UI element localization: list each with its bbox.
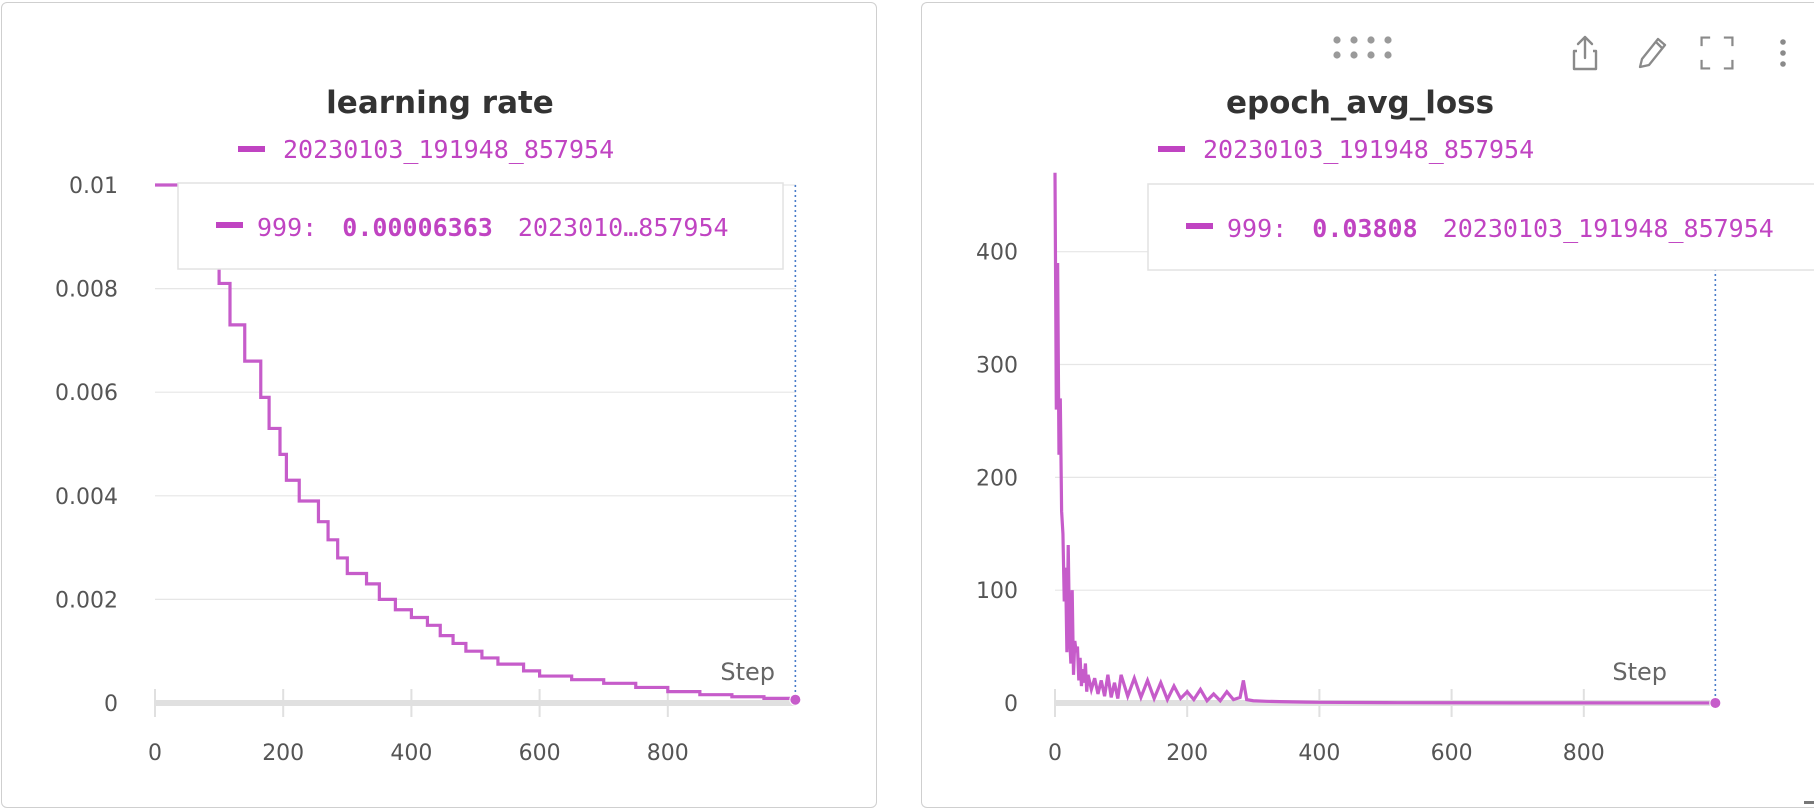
fullscreen-icon[interactable] [1699,33,1735,73]
x-tick-label: 200 [1166,741,1208,766]
tooltip-step: 999: [257,213,317,242]
drag-handle-icon[interactable] [1332,35,1394,66]
y-tick-label: 0.002 [55,588,118,613]
x-axis-step-label: Step [720,658,775,686]
tooltip-swatch [216,222,243,228]
y-tick-label: 0.006 [55,381,118,406]
chart-panel-epoch-avg-loss: epoch_avg_loss 20230103_191948_857954 0 1… [921,2,1814,808]
svg-text:999: 0.03808 2: 999: 0.03808 20230103_191948_857954 [1227,214,1774,243]
resize-corner-icon[interactable] [1804,790,1814,804]
legend-swatch [1158,146,1185,152]
y-tick-label: 0.01 [69,174,118,199]
y-tick-label: 100 [976,579,1018,604]
y-tick-label: 0 [1004,692,1018,717]
plot-area[interactable]: 0 100 200 300 400 0 200 400 600 800 [976,172,1722,766]
y-tick-label: 0.008 [55,278,118,303]
chart-title: learning rate [326,85,554,121]
tooltip-value: 0.00006363 [342,213,493,242]
tooltip-run: 2023010…857954 [518,213,729,242]
x-tick-label: 400 [390,741,432,766]
y-tick-label: 300 [976,354,1018,379]
edit-icon[interactable] [1633,33,1669,73]
hover-point[interactable] [789,693,802,706]
hover-point[interactable] [1709,696,1722,709]
y-tick-label: 0.004 [55,485,118,510]
svg-text:999: 0.00006363: 999: 0.00006363 2023010…857954 [257,213,729,242]
x-tick-label: 600 [1431,741,1473,766]
tooltip-step: 999: [1227,214,1287,243]
legend-series-name[interactable]: 20230103_191948_857954 [283,135,614,164]
share-icon[interactable] [1567,33,1603,73]
more-icon[interactable] [1765,33,1801,73]
x-tick-label: 400 [1298,741,1340,766]
x-tick-label: 800 [1563,741,1605,766]
chart-panel-learning-rate: learning rate 20230103_191948_857954 0 0.… [1,2,877,808]
x-tick-label: 200 [262,741,304,766]
x-tick-label: 0 [148,741,162,766]
x-tick-label: 800 [647,741,689,766]
tooltip-run: 20230103_191948_857954 [1443,214,1774,243]
x-tick-label: 600 [519,741,561,766]
x-axis-step-label: Step [1612,658,1667,686]
series-line[interactable] [1053,172,1716,705]
tooltip-value: 0.03808 [1312,214,1417,243]
tooltip-swatch [1186,223,1213,229]
series-line[interactable] [155,183,797,700]
hover-tooltip: 999: 0.03808 20230103_191948_857954 [1147,183,1814,271]
x-tick-label: 0 [1048,741,1062,766]
legend-series-name[interactable]: 20230103_191948_857954 [1203,135,1534,164]
y-tick-label: 0 [104,692,118,717]
legend-swatch [238,146,265,152]
chart-title: epoch_avg_loss [1226,85,1494,121]
plot-area[interactable]: 0 0.002 0.004 0.006 0.008 0.01 0 200 400 600 800 [55,174,802,766]
chart-svg-learning-rate: learning rate 20230103_191948_857954 0 0.… [55,85,802,766]
chart-svg-epoch-avg-loss: epoch_avg_loss 20230103_191948_857954 0 1… [976,85,1814,766]
y-tick-label: 200 [976,466,1018,491]
panel-toolbar [1567,33,1801,73]
y-tick-label: 400 [976,241,1018,266]
hover-tooltip: 999: 0.00006363 2023010…857954 [177,182,784,270]
